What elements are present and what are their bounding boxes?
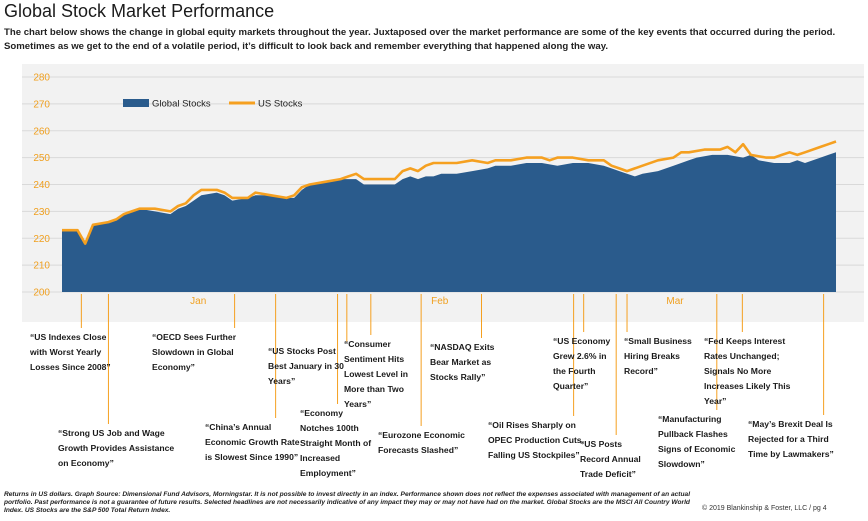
- x-tick-label: Feb: [431, 296, 449, 307]
- series-line-us-stocks: [62, 140, 837, 245]
- event-annotation: “Small Business Hiring Breaks Record”: [624, 336, 692, 376]
- y-tick-label: 240: [33, 180, 50, 191]
- x-tick-label: Jan: [190, 296, 206, 307]
- y-tick-label: 210: [33, 261, 50, 272]
- y-tick-label: 220: [33, 234, 50, 245]
- chart-series: [62, 140, 837, 292]
- event-annotation: “Consumer Sentiment Hits Lowest Level in…: [344, 339, 408, 409]
- y-tick-label: 270: [33, 99, 50, 110]
- x-tick-label: Mar: [666, 296, 684, 307]
- legend-swatch-global: [123, 99, 149, 107]
- event-annotation: “NASDAQ Exits Bear Market as Stocks Rall…: [430, 342, 495, 382]
- event-annotation: “Oil Rises Sharply on OPEC Production Cu…: [488, 420, 584, 460]
- event-annotation: “US Indexes Close with Worst Yearly Loss…: [30, 332, 111, 372]
- y-tick-label: 250: [33, 153, 50, 164]
- series-area-global-stocks: [62, 152, 836, 292]
- legend-label-us: US Stocks: [258, 99, 303, 110]
- event-annotation: “Strong US Job and Wage Growth Provides …: [58, 428, 175, 468]
- page-subtitle: The chart below shows the change in glob…: [4, 27, 836, 52]
- copyright-text: © 2019 Blankinship & Foster, LLC / pg 4: [702, 505, 827, 512]
- event-annotation: “China’s Annual Economic Growth Rate is …: [205, 422, 300, 462]
- event-annotation: “US Economy Grew 2.6% in the Fourth Quar…: [553, 336, 611, 391]
- legend-label-global: Global Stocks: [152, 99, 211, 110]
- annotation-connectors: [80, 294, 825, 435]
- event-annotation: “Manufacturing Pullback Flashes Signs of…: [658, 414, 736, 469]
- event-annotation: “US Stocks Post Best January in 30 Years…: [268, 346, 344, 386]
- chart-legend: Global Stocks US Stocks: [123, 99, 303, 110]
- y-axis: 200 210 220 230 240 250 260 270 280: [33, 73, 50, 299]
- event-annotation: “Fed Keeps Interest Rates Unchanged; Sig…: [704, 336, 791, 406]
- event-annotation: “Eurozone Economic Forecasts Slashed”: [378, 430, 465, 455]
- event-annotation: “May’s Brexit Deal Is Rejected for a Thi…: [748, 419, 834, 459]
- x-axis: Jan Feb Mar: [190, 296, 684, 307]
- y-tick-label: 230: [33, 207, 50, 218]
- footer-disclaimer: Returns in US dollars. Graph Source: Dim…: [4, 491, 691, 514]
- y-tick-label: 260: [33, 126, 50, 137]
- y-tick-label: 280: [33, 73, 50, 84]
- page-title: Global Stock Market Performance: [4, 1, 275, 21]
- y-tick-label: 200: [33, 288, 50, 299]
- event-annotation: “OECD Sees Further Slowdown in Global Ec…: [152, 332, 237, 372]
- event-annotation: “US Posts Record Annual Trade Deficit”: [580, 439, 641, 479]
- event-annotation: “Economy Notches 100th Straight Month of…: [300, 408, 372, 478]
